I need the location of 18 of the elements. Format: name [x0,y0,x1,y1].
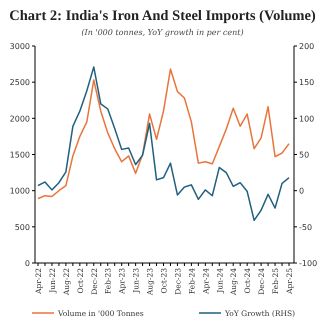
y-tick-label: 0 [24,259,30,268]
y2-tick-label: 0 [299,186,304,196]
y-tick-label: 1000 [10,186,30,196]
chart-title: Chart 2: India's Iron And Steel Imports (Volume) [9,8,316,24]
chart-subtitle: (In '000 tonnes, YoY growth in per cent) [81,28,244,37]
y-tick-label: 500 [14,222,30,232]
y-tick-label: 2000 [10,114,30,124]
y2-tick-label: 150 [299,78,314,88]
y-tick-label: 2500 [10,78,30,88]
y2-tick-label: 100 [299,114,314,124]
y-tick-label: 3000 [10,42,30,51]
line-series [37,68,290,200]
y2-tick-label: -100 [299,259,318,268]
y2-tick-label: 200 [299,42,314,51]
line-series [37,66,290,222]
y2-tick-label: -50 [299,222,312,232]
y-tick-label: 1500 [10,150,30,160]
y2-tick-label: 50 [299,150,310,160]
